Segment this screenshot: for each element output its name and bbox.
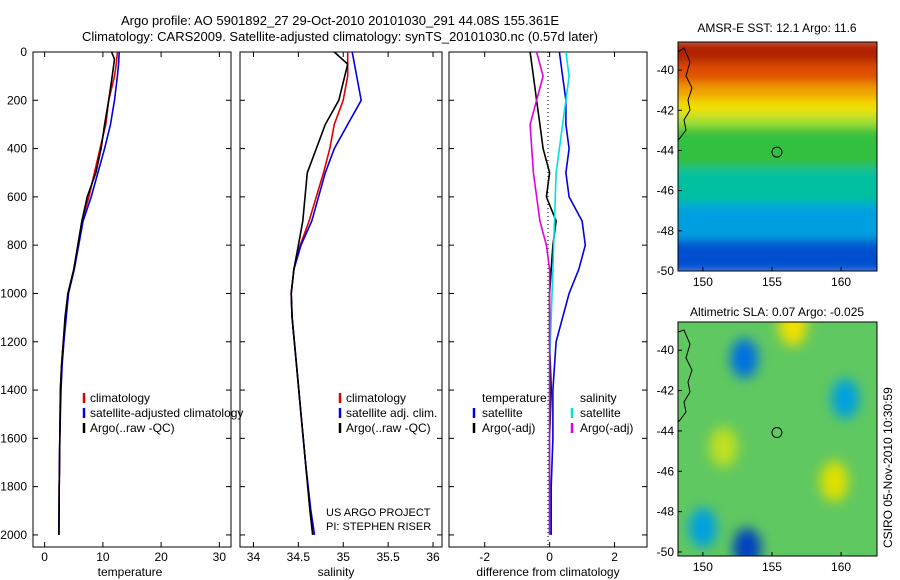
legend-entry: satellite-adjusted climatology — [90, 406, 243, 420]
legend-group-title: salinity — [580, 391, 617, 405]
sla-map: Altimetric SLA: 0.07 Argo: -0.025 150 155… — [657, 305, 878, 574]
legend-entry: Argo(-adj) — [580, 421, 633, 435]
series-line-argo-raw-qc- — [58, 52, 116, 535]
legend-entry: satellite adj. clim. — [346, 406, 437, 420]
depth-tick-label: 1000 — [0, 286, 27, 300]
x-tick-label: 36 — [426, 550, 440, 564]
legend-entry: Argo(..raw -QC) — [346, 421, 431, 435]
depth-tick-label: 2000 — [0, 528, 27, 542]
salinity-xlabel: salinity — [318, 565, 355, 579]
series-line-satellite — [550, 52, 587, 535]
sst-band — [678, 127, 877, 174]
map-y-tick-label: -46 — [657, 184, 675, 198]
sla-anomaly — [688, 507, 717, 548]
depth-tick-label: 1600 — [0, 431, 27, 445]
map-y-tick-label: -44 — [657, 424, 675, 438]
legend-entry: satellite — [482, 406, 523, 420]
depth-tick-label: 0 — [20, 45, 27, 59]
depth-tick-label: 1200 — [0, 335, 27, 349]
depth-axis: 0 200 400 600 800 1000 1200 1400 1600 1800 2000 — [0, 45, 647, 542]
sla-anomaly — [730, 338, 759, 379]
map-y-tick-label: -44 — [657, 143, 675, 157]
legend-entry: climatology — [346, 391, 406, 405]
legend-entry: Argo(-adj) — [482, 421, 535, 435]
depth-tick-label: 600 — [7, 190, 27, 204]
map-y-tick-label: -40 — [657, 63, 675, 77]
map-x-tick-label: 155 — [762, 560, 782, 574]
difference-xlabel: difference from climatology — [476, 565, 619, 579]
series-line-argo-adj- — [529, 52, 551, 535]
x-tick-label: 35.5 — [376, 550, 400, 564]
legend-entry: climatology — [90, 391, 150, 405]
map-y-tick-label: -50 — [657, 545, 675, 559]
sst-band — [678, 203, 877, 246]
side-credit: CSIRO 05-Nov-2010 10:30:59 — [881, 387, 895, 548]
x-tick-label: 30 — [213, 550, 227, 564]
sla-anomaly — [709, 427, 738, 468]
legend-group-title: temperature — [482, 391, 547, 405]
depth-tick-label: 400 — [7, 142, 27, 156]
series-line-argo-raw-qc- — [290, 52, 349, 535]
sst-map-title: AMSR-E SST: 12.1 Argo: 11.6 — [697, 21, 857, 35]
x-tick-label: 0 — [546, 550, 553, 564]
x-tick-label: 35 — [337, 550, 351, 564]
sla-anomaly — [831, 378, 860, 419]
sla-anomaly — [820, 461, 849, 502]
chart-title-line2: Climatology: CARS2009. Satellite-adjuste… — [82, 29, 598, 44]
credit-line1: US ARGO PROJECT — [326, 507, 431, 519]
map-y-tick-label: -46 — [657, 464, 675, 478]
map-x-tick-label: 160 — [831, 275, 851, 289]
sla-map-title: Altimetric SLA: 0.07 Argo: -0.025 — [690, 305, 864, 319]
legend-entry: satellite — [580, 406, 621, 420]
argo-position-marker — [771, 427, 783, 439]
depth-tick-label: 1800 — [0, 480, 27, 494]
map-y-tick-label: -48 — [657, 505, 675, 519]
x-tick-label: 10 — [96, 550, 110, 564]
map-y-tick-label: -42 — [657, 384, 675, 398]
coastline — [678, 329, 693, 423]
argo-position-marker — [771, 146, 783, 158]
series-line-satellite-adj-clim- — [290, 52, 363, 536]
depth-tick-label: 800 — [7, 238, 27, 252]
temperature-xlabel: temperature — [98, 565, 163, 579]
chart-title-line1: Argo profile: AO 5901892_27 29-Oct-2010 … — [120, 13, 559, 28]
x-tick-label: 34 — [247, 550, 261, 564]
map-y-tick-label: -50 — [657, 264, 675, 278]
credit-line2: PI: STEPHEN RISER — [326, 521, 431, 533]
map-x-tick-label: 150 — [693, 275, 713, 289]
depth-tick-label: 1400 — [0, 383, 27, 397]
map-x-tick-label: 155 — [762, 275, 782, 289]
salinity-panel: 34 34.5 35 35.5 36 salinity climatologysatel… — [239, 51, 443, 579]
depth-tick-label: 200 — [7, 93, 27, 107]
series-line-climatology — [290, 52, 349, 535]
sla-anomaly — [733, 527, 762, 556]
sla-anomaly — [778, 322, 807, 347]
x-tick-label: 20 — [154, 550, 168, 564]
x-tick-label: 2 — [611, 550, 618, 564]
map-x-tick-label: 150 — [693, 560, 713, 574]
sst-band — [678, 167, 877, 210]
coastline — [678, 47, 693, 141]
map-y-tick-label: -42 — [657, 103, 675, 117]
map-y-tick-label: -48 — [657, 224, 675, 238]
x-tick-label: -2 — [479, 550, 490, 564]
x-tick-label: 0 — [41, 550, 48, 564]
difference-panel: -2 0 2 difference from climatology tempera… — [448, 51, 648, 579]
sst-band — [678, 239, 877, 271]
map-y-tick-label: -40 — [657, 343, 675, 357]
legend-entry: Argo(..raw -QC) — [90, 421, 175, 435]
map-x-tick-label: 160 — [831, 560, 851, 574]
difference-legend: temperaturesatelliteArgo(-adj)salinitysa… — [472, 391, 633, 435]
x-tick-label: 34.5 — [287, 550, 311, 564]
temperature-panel: 0 10 20 30 temperature climatologysatellite… — [32, 51, 243, 579]
sst-map: AMSR-E SST: 12.1 Argo: 11.6 150 155 160 -40… — [657, 21, 878, 289]
